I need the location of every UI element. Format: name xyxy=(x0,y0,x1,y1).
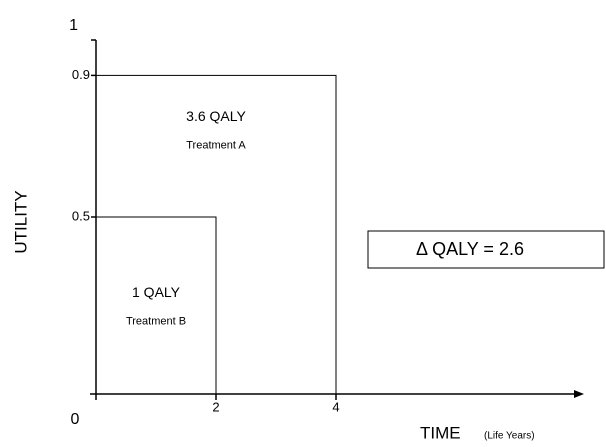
y-tick-label: 0.9 xyxy=(72,67,90,82)
qaly-label: 1 QALY xyxy=(132,284,181,300)
qaly-label: 3.6 QALY xyxy=(186,108,246,124)
treatment-name: Treatment A xyxy=(186,139,246,151)
x-tick-label: 0 xyxy=(71,411,80,428)
treatment-name: Treatment B xyxy=(126,315,186,327)
y-axis-label: UTILITY xyxy=(11,190,30,253)
y-tick-label: 0.5 xyxy=(72,208,90,223)
x-axis-unit: (Life Years) xyxy=(484,431,535,442)
annotation-box xyxy=(367,230,605,269)
x-tick-label: 2 xyxy=(212,399,219,414)
annotation: Δ QALY = 2.6 xyxy=(416,239,524,259)
y-tick-label: 1 xyxy=(69,17,78,34)
x-tick-label: 4 xyxy=(332,399,339,414)
x-axis-label: TIME xyxy=(420,423,461,442)
x-axis-arrow xyxy=(574,390,584,398)
qaly-area xyxy=(95,216,217,395)
